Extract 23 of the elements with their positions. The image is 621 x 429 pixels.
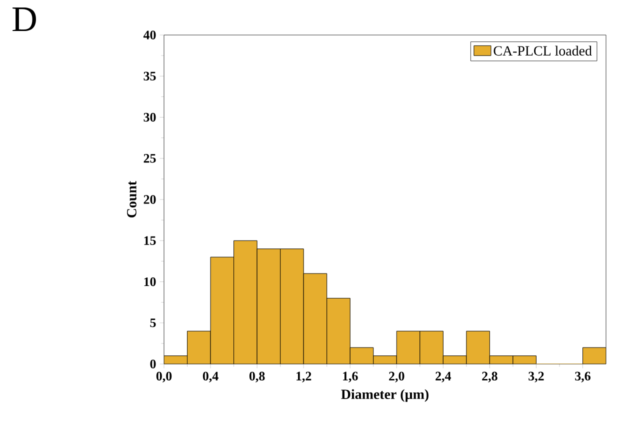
y-tick-label: 15 xyxy=(144,236,156,245)
legend-label: CA-PLCL loaded xyxy=(494,46,592,56)
y-axis-title: Count xyxy=(127,180,136,218)
x-tick-label: 2,0 xyxy=(389,372,404,382)
x-tick-label: 2,4 xyxy=(436,372,452,382)
y-tick-label: 0 xyxy=(150,360,156,368)
x-tick-label: 3,2 xyxy=(528,372,544,382)
x-tick-label: 0,4 xyxy=(202,372,218,382)
y-tick-label: 25 xyxy=(144,154,156,163)
x-tick-label: 1,2 xyxy=(296,372,312,382)
x-tick-label: 0,8 xyxy=(249,372,265,382)
y-tick-label: 40 xyxy=(143,30,156,40)
y-tick-label: 30 xyxy=(144,112,156,122)
y-tick-label: 5 xyxy=(150,318,156,328)
y-tick-label: 10 xyxy=(144,277,156,286)
text: D xyxy=(12,8,36,32)
x-tick-label: 3,6 xyxy=(575,372,590,382)
x-axis-title: Diameter (µm) xyxy=(341,389,428,402)
x-tick-label: 1,6 xyxy=(343,372,358,382)
x-tick-label: 2,8 xyxy=(482,372,498,382)
y-tick-label: 35 xyxy=(144,72,156,80)
x-tick-label: 0,0 xyxy=(156,372,172,382)
y-tick-label: 20 xyxy=(144,195,156,204)
